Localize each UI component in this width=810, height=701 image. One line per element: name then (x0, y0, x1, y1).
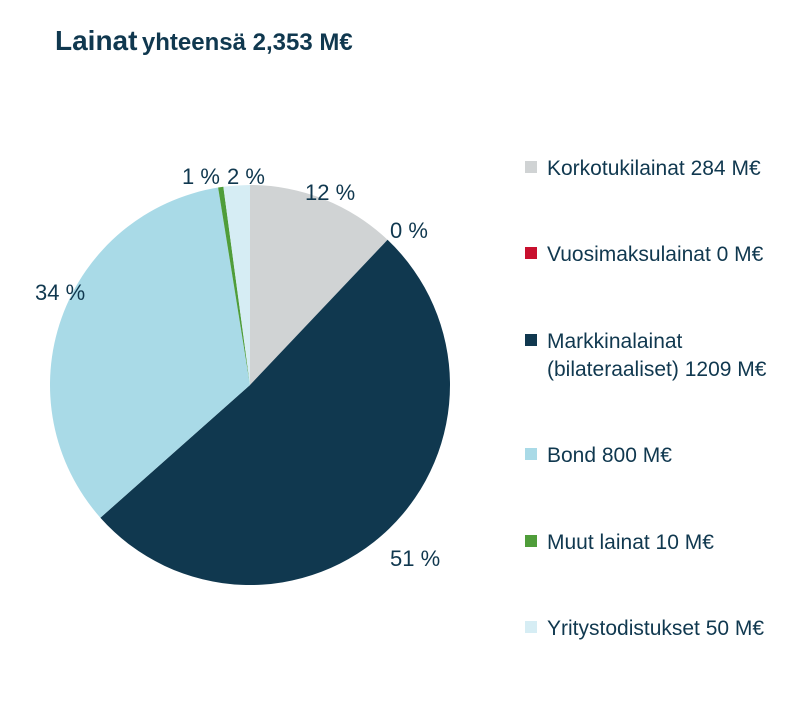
legend-item-0: Korkotukilainat 284 M€ (525, 155, 800, 183)
legend-swatch-2 (525, 334, 537, 346)
legend-label-5: Yritystodistukset 50 M€ (547, 615, 764, 643)
legend-swatch-3 (525, 448, 537, 460)
legend-swatch-5 (525, 621, 537, 633)
legend-label-3: Bond 800 M€ (547, 442, 672, 470)
pct-label-3: 34 % (35, 280, 85, 306)
pct-label-1: 0 % (390, 218, 428, 244)
legend-item-5: Yritystodistukset 50 M€ (525, 615, 800, 643)
title-prefix: Lainat (55, 25, 137, 56)
legend-item-1: Vuosimaksulainat 0 M€ (525, 241, 800, 269)
legend-item-2: Markkinalainat (bilateraaliset) 1209 M€ (525, 328, 800, 385)
pct-label-4: 1 % (182, 164, 220, 190)
legend-label-2: Markkinalainat (bilateraaliset) 1209 M€ (547, 328, 800, 385)
legend-item-3: Bond 800 M€ (525, 442, 800, 470)
pct-label-5: 2 % (227, 164, 265, 190)
chart-title: Lainat yhteensä 2,353 M€ (55, 25, 353, 57)
pct-label-2: 51 % (390, 546, 440, 572)
legend-swatch-0 (525, 161, 537, 173)
pie-chart-area: 12 %0 %51 %34 %1 %2 % (45, 140, 465, 640)
pct-label-0: 12 % (305, 180, 355, 206)
legend-item-4: Muut lainat 10 M€ (525, 529, 800, 557)
legend-swatch-4 (525, 535, 537, 547)
legend: Korkotukilainat 284 M€ Vuosimaksulainat 0… (525, 155, 800, 701)
legend-swatch-1 (525, 247, 537, 259)
title-rest: yhteensä 2,353 M€ (142, 29, 353, 56)
legend-label-1: Vuosimaksulainat 0 M€ (547, 241, 763, 269)
legend-label-4: Muut lainat 10 M€ (547, 529, 714, 557)
legend-label-0: Korkotukilainat 284 M€ (547, 155, 761, 183)
